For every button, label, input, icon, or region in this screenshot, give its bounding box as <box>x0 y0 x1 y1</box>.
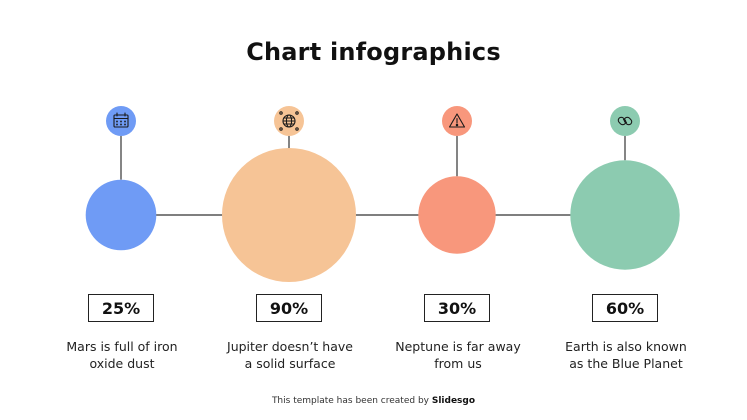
globe-icon <box>279 111 299 131</box>
credit-brand: Slidesgo <box>431 396 476 406</box>
value-box-2: 30% <box>424 294 490 322</box>
bubble-2 <box>418 176 496 254</box>
calendar-icon <box>113 112 129 128</box>
value-box-0: 25% <box>88 294 154 322</box>
description-1-line-2: a solid surface <box>244 356 336 371</box>
value-box-3: 60% <box>592 294 658 322</box>
description-1-line-1: Jupiter doesn’t have <box>227 339 353 354</box>
credit-text: This template has been created by <box>271 396 429 406</box>
description-0-line-2: oxide dust <box>89 356 155 371</box>
description-3-line-1: Earth is also known <box>565 339 687 354</box>
description-1: Jupiter doesn’t have a solid surface <box>210 338 370 372</box>
description-0: Mars is full of iron oxide dust <box>42 338 202 372</box>
value-box-1: 90% <box>256 294 322 322</box>
warning-icon <box>448 113 466 128</box>
bubble-1 <box>222 148 356 282</box>
description-2-line-1: Neptune is far away <box>395 339 521 354</box>
bubble-3 <box>570 160 680 270</box>
description-0-line-1: Mars is full of iron <box>66 339 178 354</box>
link-icon <box>617 116 633 126</box>
page-title: Chart infographics <box>246 38 501 66</box>
credit-line: This template has been created by Slides… <box>0 396 747 406</box>
description-2: Neptune is far away from us <box>378 338 538 372</box>
description-3: Earth is also known as the Blue Planet <box>546 338 706 372</box>
bubble-0 <box>85 179 157 251</box>
description-3-line-2: as the Blue Planet <box>569 356 683 371</box>
description-2-line-2: from us <box>434 356 482 371</box>
